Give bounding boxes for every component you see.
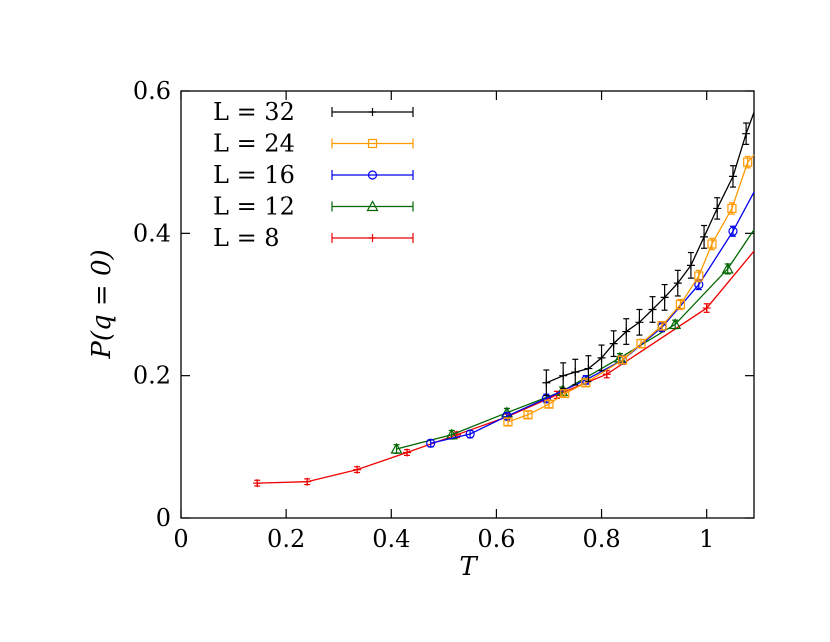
data-point <box>702 304 711 313</box>
data-point <box>648 305 657 314</box>
y-tick-label: 0 <box>156 504 171 532</box>
y-tick-label: 0.2 <box>133 362 171 390</box>
data-point <box>253 479 262 488</box>
x-tick-label: 1 <box>699 525 714 553</box>
data-point <box>728 172 737 181</box>
data-point <box>544 399 554 409</box>
legend-label: L = 8 <box>213 224 280 252</box>
series-line <box>430 191 755 444</box>
data-point <box>675 299 686 310</box>
x-axis: 0 0.2 0.4 0.6 0.8 1 <box>173 91 714 553</box>
series-l8 <box>253 250 755 488</box>
data-point <box>713 204 722 213</box>
data-point <box>560 388 570 399</box>
data-point <box>597 353 606 362</box>
data-point <box>523 410 533 420</box>
data-point <box>366 200 379 212</box>
series-l12 <box>390 229 755 454</box>
legend-label: L = 32 <box>213 98 295 126</box>
data-point <box>503 417 513 427</box>
x-tick-label: 0.8 <box>582 525 620 553</box>
legend-sample <box>331 170 414 180</box>
data-point <box>622 327 631 336</box>
series-line <box>257 250 755 484</box>
data-point <box>353 465 362 474</box>
data-point <box>542 378 551 387</box>
legend-label: L = 24 <box>213 130 295 158</box>
series-layer <box>253 112 755 488</box>
data-point <box>571 368 580 377</box>
data-point <box>368 108 377 116</box>
data-point <box>403 448 412 457</box>
y-axis: 0 0.2 0.4 0.6 <box>133 77 754 532</box>
plot-border <box>180 90 755 519</box>
data-point <box>694 271 704 281</box>
data-point <box>426 438 436 448</box>
x-tick-label: 0 <box>173 525 188 553</box>
legend-sample <box>331 200 414 212</box>
data-point <box>635 318 644 327</box>
data-point <box>303 477 312 486</box>
data-point <box>581 378 591 388</box>
data-point <box>390 442 403 454</box>
data-point <box>636 339 646 349</box>
series-line <box>507 154 755 423</box>
data-point <box>609 339 618 348</box>
series-l32 <box>542 112 755 397</box>
legend-sample <box>331 107 414 117</box>
series-l16 <box>426 191 755 448</box>
data-point <box>686 261 695 270</box>
y-axis-label: P(q = 0) <box>87 249 117 359</box>
x-tick-label: 0.2 <box>267 525 305 553</box>
y-tick-label: 0.6 <box>133 77 171 105</box>
x-axis-label: T <box>459 552 478 582</box>
data-point <box>367 138 378 149</box>
data-point <box>559 371 568 380</box>
plot-frame <box>180 90 755 519</box>
data-point <box>743 157 753 167</box>
legend-label: L = 16 <box>213 161 295 189</box>
x-tick-label: 0.4 <box>372 525 410 553</box>
data-point <box>602 370 611 379</box>
data-point <box>368 234 377 242</box>
data-point <box>367 170 378 180</box>
data-point <box>728 226 738 236</box>
data-point <box>657 321 667 331</box>
y-tick-label: 0.4 <box>133 219 171 247</box>
data-point <box>673 279 682 288</box>
data-point <box>721 262 734 274</box>
series-line <box>396 229 755 450</box>
data-point <box>707 239 717 249</box>
data-point <box>727 203 737 214</box>
data-point <box>617 355 628 365</box>
data-point <box>669 318 682 330</box>
data-point <box>502 411 512 421</box>
data-point <box>742 129 751 138</box>
data-point <box>584 364 593 373</box>
legend-sample <box>331 233 414 243</box>
data-point <box>700 232 709 241</box>
data-point <box>660 293 669 302</box>
series-l24 <box>503 154 755 427</box>
legend-label: L = 12 <box>213 193 295 221</box>
legend: L = 32 L = 24 L = 16 L = 12 L = 8 <box>213 98 414 252</box>
legend-sample <box>331 138 414 149</box>
x-tick-label: 0.6 <box>477 525 515 553</box>
data-point <box>465 429 475 439</box>
